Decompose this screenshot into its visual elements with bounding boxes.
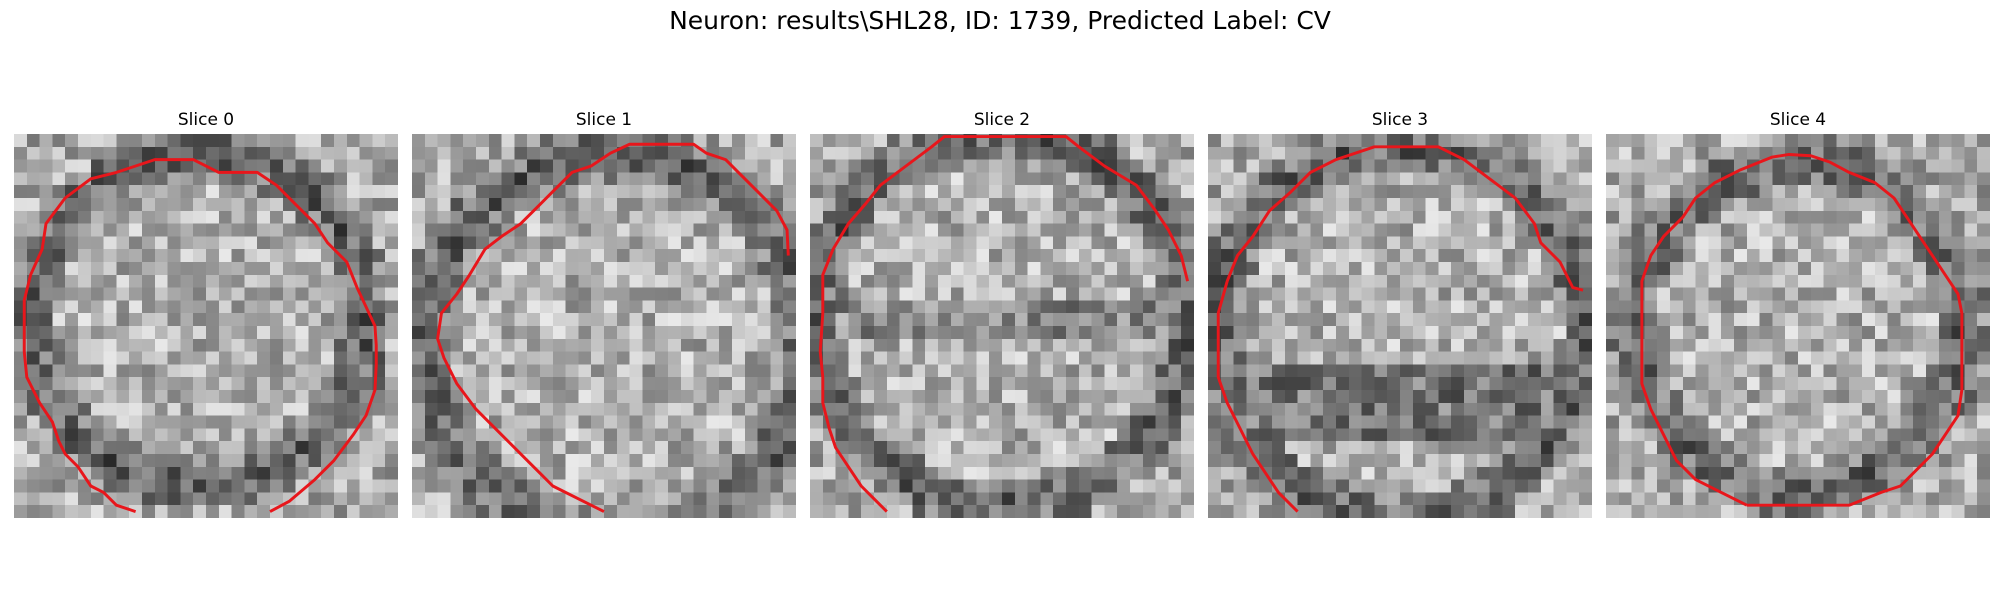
slice-image-4 xyxy=(1606,134,1990,518)
slice-image-3 xyxy=(1208,134,1592,518)
pixel-grid xyxy=(1208,134,1592,518)
slice-image-0 xyxy=(14,134,398,518)
slice-title: Slice 2 xyxy=(973,110,1031,130)
pixel-grid xyxy=(1606,134,1990,518)
slice-title: Slice 0 xyxy=(177,110,235,130)
slice-panel-0: Slice 0 xyxy=(14,108,398,518)
cell-contour-line xyxy=(1216,145,1584,513)
slice-panel-1: Slice 1 xyxy=(412,108,796,518)
slice-panel-2: Slice 2 xyxy=(810,108,1194,518)
slice-image-1 xyxy=(412,134,796,518)
slice-title: Slice 3 xyxy=(1371,110,1429,130)
slice-title: Slice 1 xyxy=(575,110,633,130)
figure-title: Neuron: results\SHL28, ID: 1739, Predict… xyxy=(669,6,1331,35)
cell-contour-line xyxy=(22,158,378,513)
pixel-grid xyxy=(810,134,1194,518)
slice-title: Slice 4 xyxy=(1769,110,1827,130)
pixel-grid xyxy=(412,134,796,518)
cell-contour-line xyxy=(436,142,790,513)
cell-contour-line xyxy=(1640,153,1964,507)
slice-panel-4: Slice 4 xyxy=(1606,108,1990,518)
slice-panel-3: Slice 3 xyxy=(1208,108,1592,518)
cell-contour-line xyxy=(818,135,1190,513)
slice-image-2 xyxy=(810,134,1194,518)
